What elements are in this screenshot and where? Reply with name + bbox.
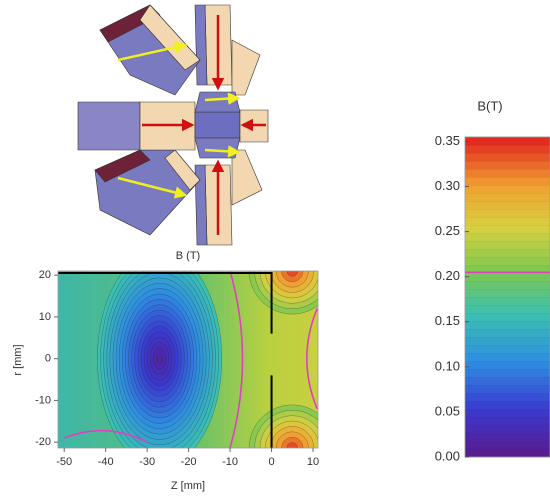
- colorbar-tick-label: 0.20: [435, 268, 460, 283]
- colorbar-title: B(T): [477, 98, 502, 113]
- colorbar-band: [465, 345, 550, 353]
- x-tick-label: -10: [222, 456, 238, 468]
- y-axis-label: r [mm]: [12, 344, 24, 375]
- colorbar-band: [465, 193, 550, 201]
- colorbar-band: [465, 361, 550, 369]
- colorbar-tick-label: 0.15: [435, 313, 460, 328]
- colorbar-band: [465, 441, 550, 449]
- colorbar-band: [465, 377, 550, 385]
- colorbar-band: [465, 297, 550, 305]
- colorbar-band: [465, 393, 550, 401]
- colorbar-band: [465, 281, 550, 289]
- colorbar-band: [465, 177, 550, 185]
- colorbar-band: [465, 161, 550, 169]
- colorbar-band: [465, 217, 550, 225]
- colorbar-band: [465, 321, 550, 329]
- colorbar-tick-label: 0.00: [435, 448, 460, 463]
- colorbar-band: [465, 409, 550, 417]
- x-tick-label: -30: [139, 456, 155, 468]
- colorbar-band: [465, 241, 550, 249]
- colorbar-band: [465, 305, 550, 313]
- colorbar-band: [465, 137, 550, 145]
- x-tick-label: 0: [268, 456, 274, 468]
- contour-field: [58, 228, 335, 491]
- colorbar-band: [465, 185, 550, 193]
- colorbar-band: [465, 425, 550, 433]
- colorbar-tick-label: 0.30: [435, 178, 460, 193]
- colorbar-band: [465, 145, 550, 153]
- x-tick-label: -20: [181, 456, 197, 468]
- colorbar: 0.00 0.05 0.10 0.15 0.20 0.25 0.30 0.35: [435, 133, 550, 463]
- colorbar-band: [465, 273, 550, 281]
- x-tick-label: -50: [56, 456, 72, 468]
- colorbar-band: [465, 433, 550, 441]
- colorbar-band: [465, 201, 550, 209]
- x-axis-label: Z [mm]: [171, 480, 205, 492]
- colorbar-band: [465, 401, 550, 409]
- colorbar-band: [465, 225, 550, 233]
- colorbar-band: [465, 385, 550, 393]
- colorbar-band: [465, 153, 550, 161]
- contour-band: [156, 353, 162, 364]
- colorbar-band: [465, 257, 550, 265]
- y-tick-label: 0: [45, 353, 51, 365]
- y-tick-label: 10: [39, 311, 51, 323]
- x-tick-label: -40: [98, 456, 114, 468]
- colorbar-band: [465, 209, 550, 217]
- colorbar-band: [465, 449, 550, 457]
- y-tick-label: 20: [39, 269, 51, 281]
- colorbar-band: [465, 329, 550, 337]
- colorbar-tick-label: 0.35: [435, 133, 460, 148]
- figure: B (T) Z [mm] r [mm] B(T) 0.00 0.05 0.10 0.1…: [0, 0, 550, 493]
- colorbar-band: [465, 169, 550, 177]
- colorbar-band: [465, 417, 550, 425]
- colorbar-band: [465, 353, 550, 361]
- x-tick-label: 10: [307, 456, 319, 468]
- colorbar-band: [465, 233, 550, 241]
- colorbar-band: [465, 337, 550, 345]
- plot-title: B (T): [176, 250, 200, 262]
- y-tick-label: -10: [35, 394, 51, 406]
- magnet-diagram: [78, 5, 268, 245]
- y-tick-label: -20: [35, 436, 51, 448]
- colorbar-tick-label: 0.05: [435, 403, 460, 418]
- colorbar-band: [465, 313, 550, 321]
- colorbar-tick-label: 0.25: [435, 223, 460, 238]
- colorbar-tick-label: 0.10: [435, 358, 460, 373]
- colorbar-band: [465, 289, 550, 297]
- colorbar-band: [465, 249, 550, 257]
- colorbar-band: [465, 369, 550, 377]
